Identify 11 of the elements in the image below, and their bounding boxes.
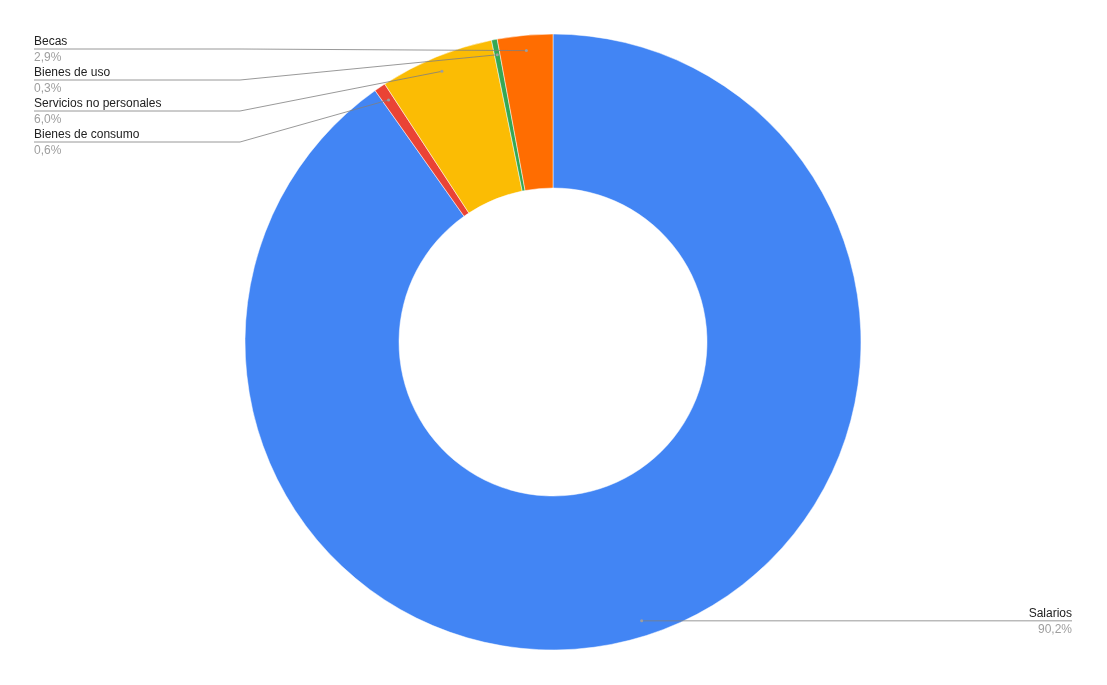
donut-slice: [245, 33, 862, 650]
slice-label: Bienes de consumo: [34, 127, 140, 141]
data-label: 6,0%: [34, 112, 62, 126]
slice-label: Servicios no personales: [34, 96, 162, 110]
data-label: 2,9%: [34, 50, 62, 64]
data-label: 0,3%: [34, 81, 62, 95]
slice-label: Salarios: [1028, 605, 1072, 620]
slice-label: Bienes de uso: [34, 65, 111, 79]
slice-label: Becas: [34, 34, 68, 48]
data-label: 90,2%: [1037, 621, 1073, 636]
data-label: 0,6%: [34, 143, 62, 157]
